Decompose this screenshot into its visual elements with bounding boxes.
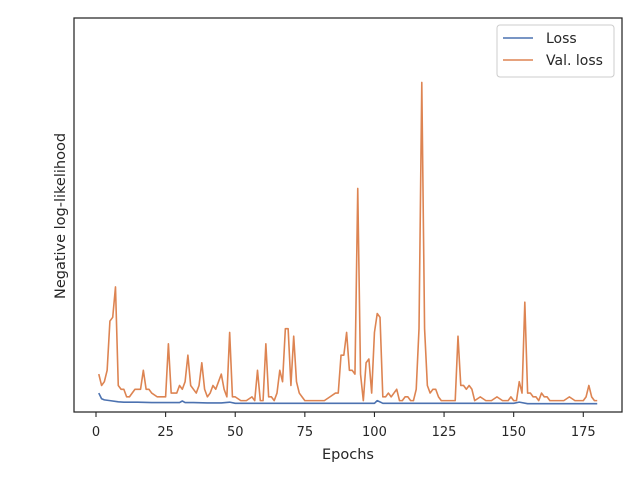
legend-label-loss: Loss [546, 31, 577, 47]
x-tick-label-175: 175 [571, 425, 596, 440]
x-tick-label-75: 75 [297, 425, 314, 440]
legend: Loss Val. loss [496, 24, 615, 78]
y-axis-label: Negative log-likelihood [53, 133, 69, 299]
x-axis-label: Epochs [322, 447, 374, 463]
x-tick-label-125: 125 [432, 425, 457, 440]
x-tick-label-0: 0 [92, 425, 100, 440]
legend-label-val-loss: Val. loss [546, 53, 603, 69]
series-line-val-loss [98, 81, 598, 402]
x-tick-label-50: 50 [227, 425, 244, 440]
x-tick-label-150: 150 [501, 425, 526, 440]
series-layer [98, 81, 598, 405]
x-ticks: 0 25 50 75 100 125 150 175 [92, 412, 596, 440]
x-tick-label-100: 100 [362, 425, 387, 440]
x-tick-label-25: 25 [157, 425, 174, 440]
plot-frame [73, 17, 623, 413]
series-line-loss [98, 392, 598, 405]
